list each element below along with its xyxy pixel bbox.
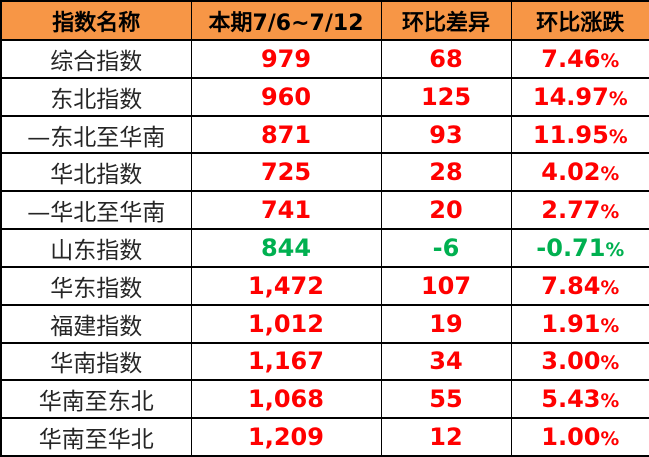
col-header-mom-change: 环比涨跌 [510,0,649,41]
mom-diff-cell: 93 [380,114,512,155]
mom-diff-cell: 28 [380,152,512,193]
current-value-cell: 1,068 [190,379,382,420]
table-row: 华东指数 1,472 107 7.84% [0,265,649,306]
percent-sign: % [600,315,620,337]
percent-sign: % [600,202,620,224]
mom-change-cell: 1.00% [510,417,649,457]
mom-diff-cell: 20 [380,190,512,231]
mom-change-cell: 3.00% [510,341,649,382]
header-row: 指数名称 本期7/6~7/12 环比差异 环比涨跌 [0,0,649,41]
table-row: 东北指数 960 125 14.97% [0,76,649,117]
index-name-cell: 华北指数 [0,152,192,193]
table-row: 华南指数 1,167 34 3.00% [0,341,649,382]
mom-change-cell: 5.43% [510,379,649,420]
index-name-cell: 华南至华北 [0,417,192,457]
current-value-cell: 725 [190,152,382,193]
table-row: 山东指数 844 -6 -0.71% [0,228,649,268]
mom-diff-cell: -6 [380,228,512,268]
percent-sign: % [600,164,620,186]
table-row: 福建指数 1,012 19 1.91% [0,303,649,344]
current-value-cell: 871 [190,114,382,155]
current-value-cell: 979 [190,39,382,79]
current-value-cell: 741 [190,190,382,231]
index-name-cell: —华北至华南 [0,190,192,231]
current-value-cell: 844 [190,228,382,268]
mom-change-cell: -0.71% [510,228,649,268]
mom-change-cell: 4.02% [510,152,649,193]
index-name-cell: 综合指数 [0,39,192,79]
table-row: 华北指数 725 28 4.02% [0,152,649,193]
percent-sign: % [600,391,620,413]
mom-diff-cell: 12 [380,417,512,457]
percent-sign: % [600,277,620,299]
mom-change-cell: 7.84% [510,265,649,306]
index-name-cell: 华南至东北 [0,379,192,420]
mom-diff-cell: 107 [380,265,512,306]
table-row: 综合指数 979 68 7.46% [0,39,649,79]
index-name-cell: 福建指数 [0,303,192,344]
table-row: 华南至东北 1,068 55 5.43% [0,379,649,420]
current-value-cell: 1,209 [190,417,382,457]
table-row: —华北至华南 741 20 2.77% [0,190,649,231]
mom-diff-cell: 68 [380,39,512,79]
current-value-cell: 960 [190,76,382,117]
index-name-cell: 东北指数 [0,76,192,117]
index-name-cell: 山东指数 [0,228,192,268]
mom-change-cell: 7.46% [510,39,649,79]
table-row: 华南至华北 1,209 12 1.00% [0,417,649,457]
index-name-cell: 华南指数 [0,341,192,382]
col-header-index-name: 指数名称 [0,0,192,41]
mom-diff-cell: 55 [380,379,512,420]
mom-diff-cell: 19 [380,303,512,344]
mom-change-cell: 11.95% [510,114,649,155]
index-name-cell: —东北至华南 [0,114,192,155]
percent-sign: % [605,239,625,261]
current-value-cell: 1,012 [190,303,382,344]
percent-sign: % [608,88,628,110]
mom-change-cell: 1.91% [510,303,649,344]
percent-sign: % [600,50,620,72]
mom-diff-cell: 125 [380,76,512,117]
current-value-cell: 1,472 [190,265,382,306]
mom-change-cell: 14.97% [510,76,649,117]
percent-sign: % [608,126,628,148]
mom-diff-cell: 34 [380,341,512,382]
percent-sign: % [600,353,620,375]
col-header-mom-diff: 环比差异 [380,0,512,41]
percent-sign: % [600,429,620,451]
table-row: —东北至华南 871 93 11.95% [0,114,649,155]
mom-change-cell: 2.77% [510,190,649,231]
col-header-current-period: 本期7/6~7/12 [190,0,382,41]
index-name-cell: 华东指数 [0,265,192,306]
current-value-cell: 1,167 [190,341,382,382]
